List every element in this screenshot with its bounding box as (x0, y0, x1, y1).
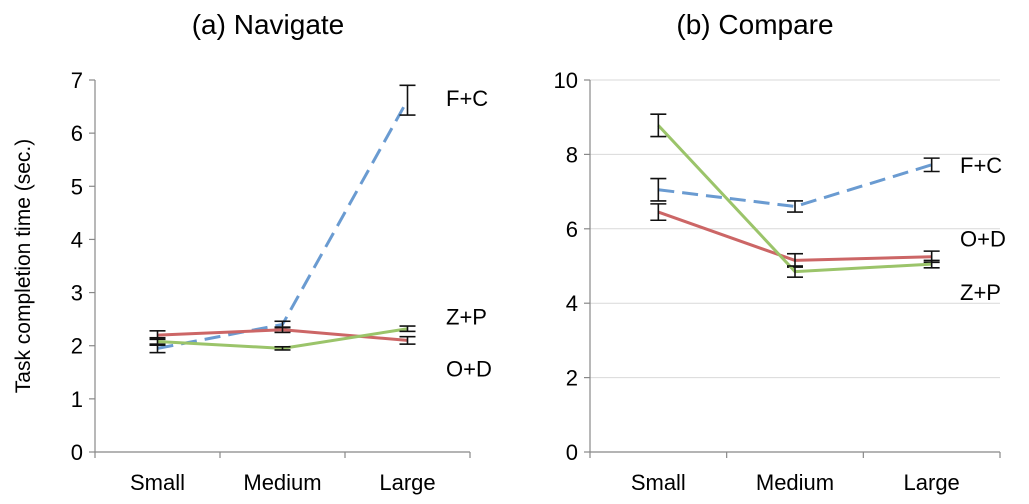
y-tick-label: 10 (554, 68, 578, 93)
chart-panel-2: (b) Compare 0 2 4 6 8 10 Small Medium Large F+C O+D… (554, 9, 1006, 495)
x-tick-label: Medium (756, 470, 834, 495)
x-tick-label: Small (130, 470, 185, 495)
series-label: O+D (960, 227, 1006, 252)
series-line (657, 124, 932, 274)
series-o-d: O+D (149, 326, 492, 381)
series-z-p: Z+P (650, 113, 1001, 305)
chart-panel-1: (a) Navigate 0 1 2 3 4 5 6 7 Small Medium Large Task… (12, 9, 492, 495)
x-tick-label: Medium (243, 470, 321, 495)
y-tick-label: 2 (71, 334, 83, 359)
y-tick-label: 0 (566, 440, 578, 465)
series-z-p: Z+P (149, 305, 487, 351)
series-line (157, 99, 409, 350)
y-tick-label: 2 (566, 366, 578, 391)
series-label: F+C (960, 153, 1002, 178)
y-tick-label: 1 (71, 387, 83, 412)
y-tick-label: 5 (71, 174, 83, 199)
y-tick-label: 4 (71, 227, 83, 252)
series-o-d: O+D (650, 203, 1006, 268)
y-tick-label: 0 (71, 440, 83, 465)
chart-title: (b) Compare (676, 9, 833, 40)
series-label: Z+P (960, 280, 1001, 305)
x-tick-label: Large (904, 470, 960, 495)
x-tick-label: Small (631, 470, 686, 495)
chart-title: (a) Navigate (192, 9, 345, 40)
y-tick-label: 3 (71, 281, 83, 306)
y-axis-label: Task completion time (sec.) (12, 139, 35, 393)
series-label: Z+P (446, 305, 487, 330)
y-tick-label: 8 (566, 142, 578, 167)
y-tick-label: 6 (71, 121, 83, 146)
series-f-c: F+C (149, 84, 488, 354)
series-f-c: F+C (650, 153, 1002, 213)
x-tick-label: Large (379, 470, 435, 495)
series-label: F+C (446, 86, 488, 111)
y-tick-label: 6 (566, 217, 578, 242)
y-tick-label: 4 (566, 291, 578, 316)
y-tick-label: 7 (71, 68, 83, 93)
series-label: O+D (446, 356, 492, 381)
